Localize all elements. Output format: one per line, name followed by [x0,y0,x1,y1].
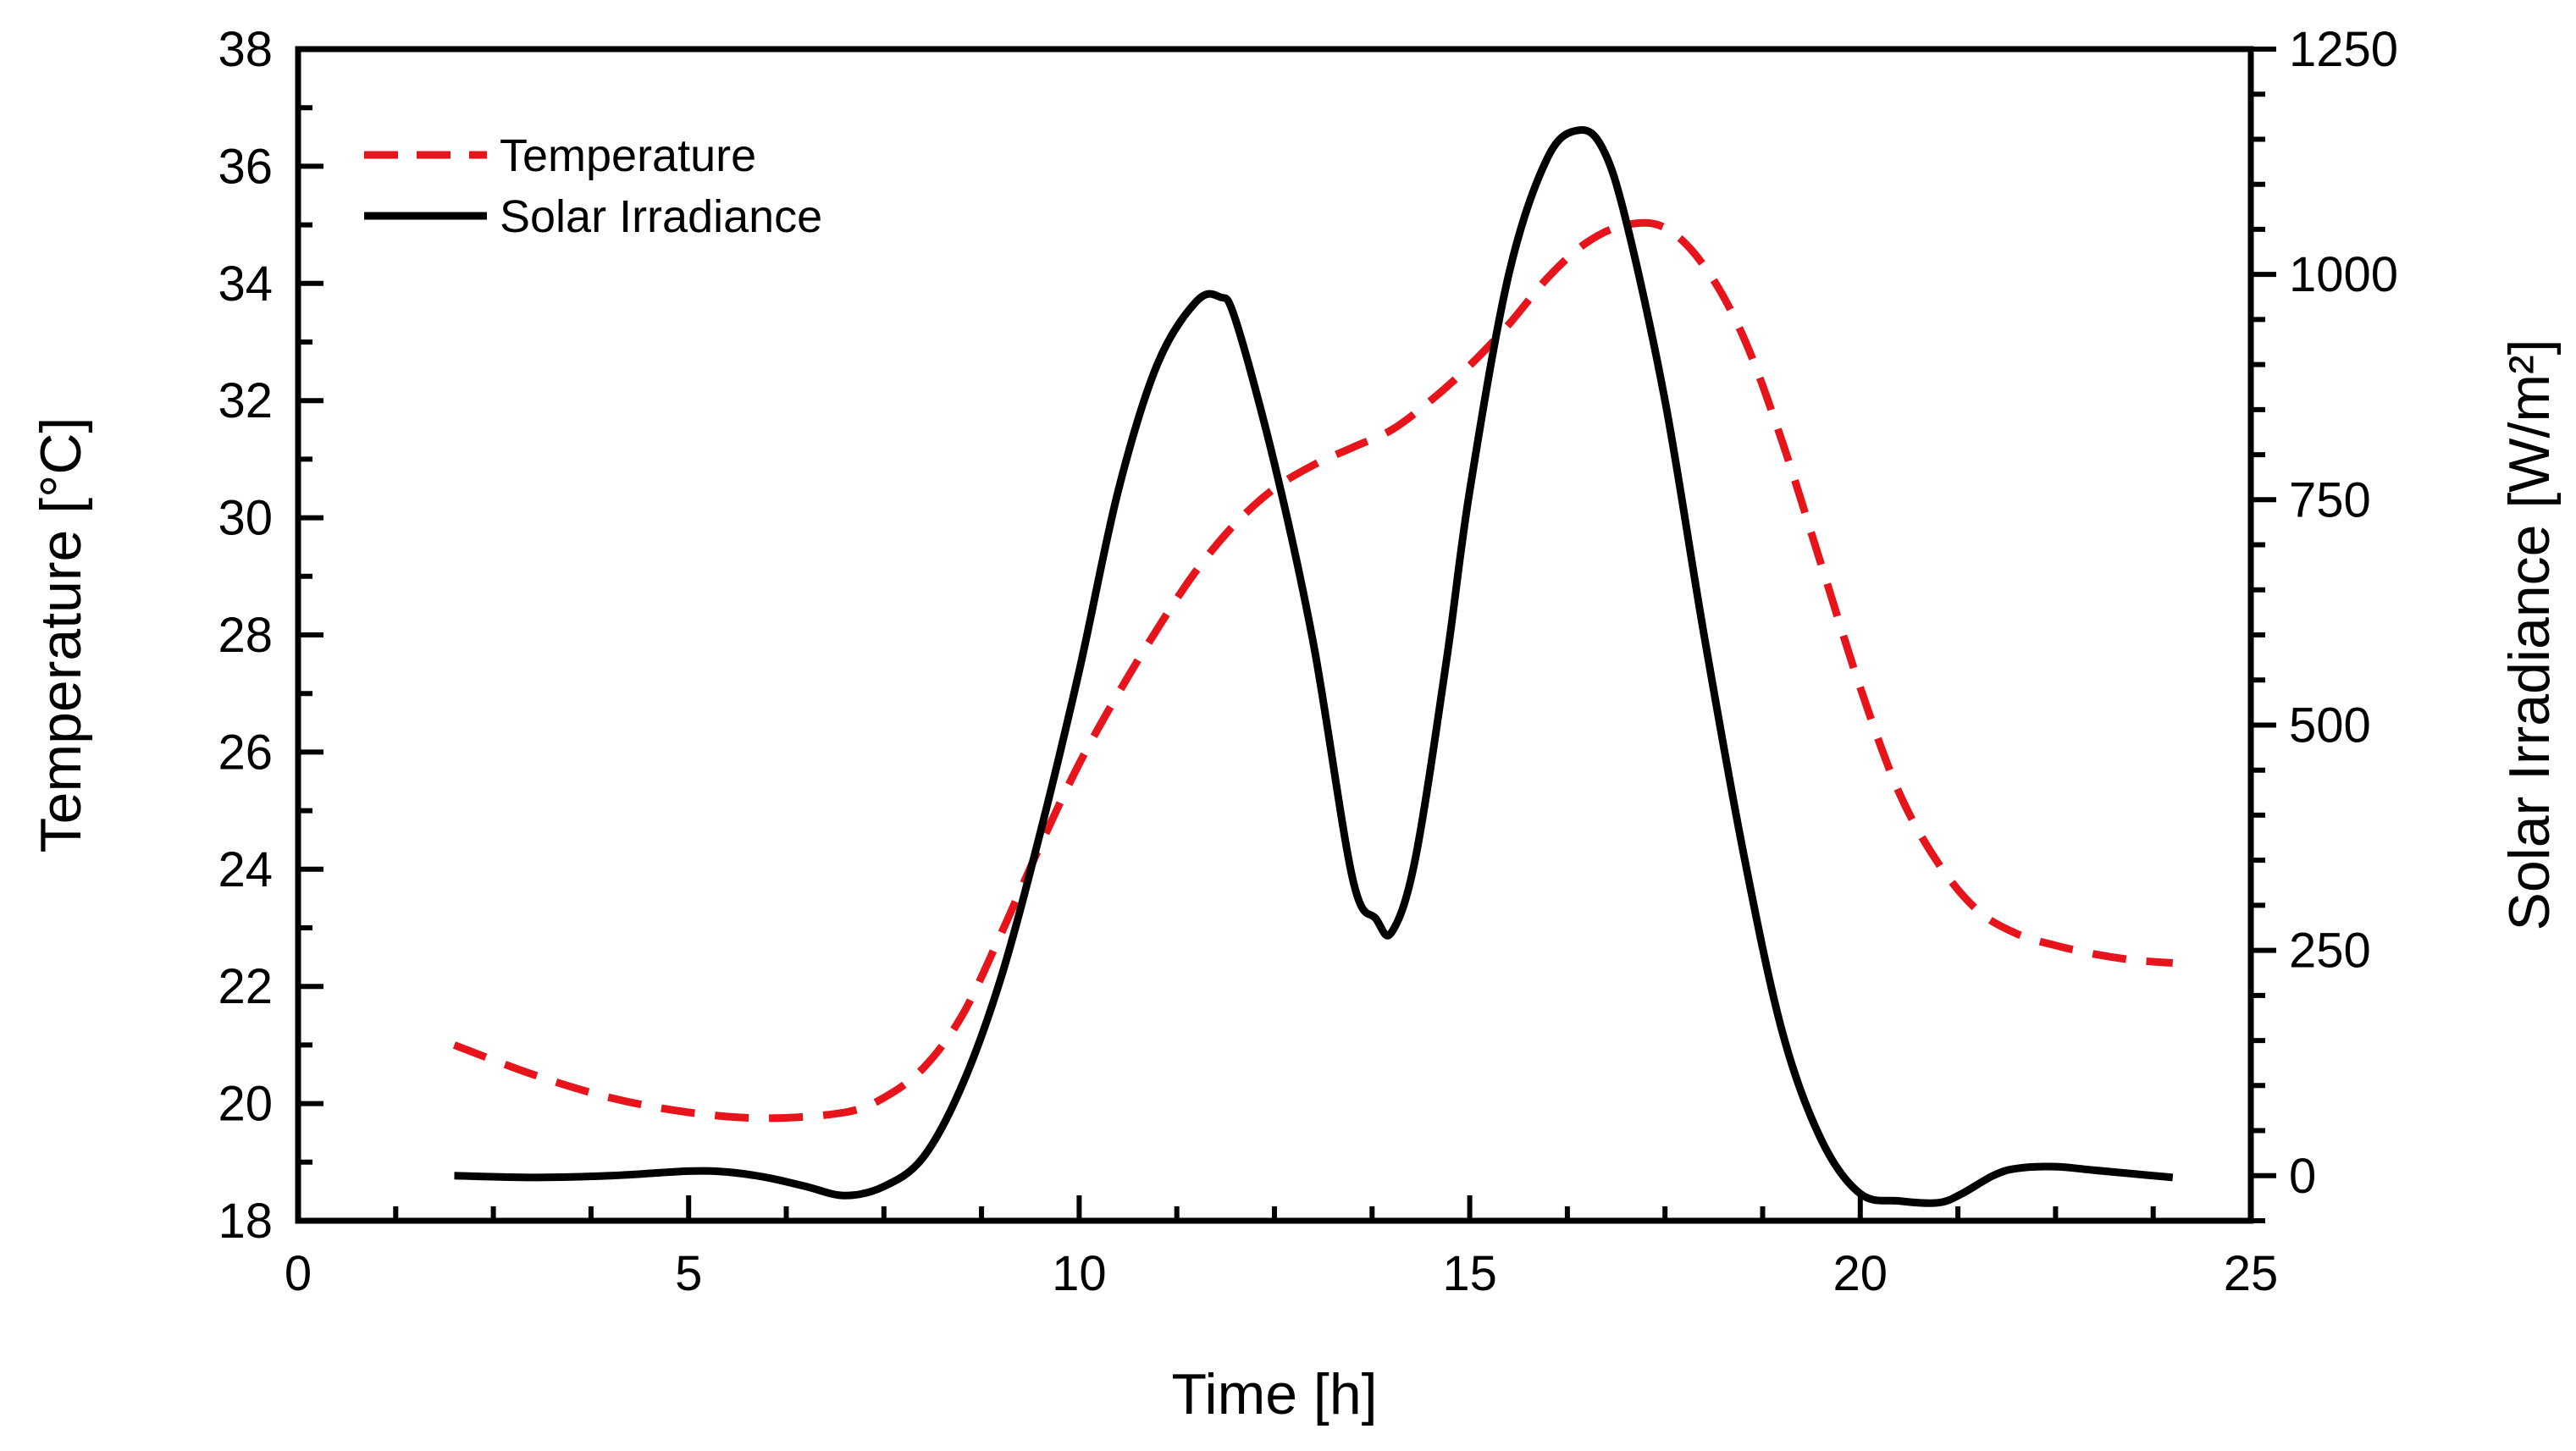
y-left-tick-label: 36 [218,139,273,194]
y-left-tick-label: 28 [218,608,273,663]
x-tick-label: 0 [285,1246,312,1301]
y-right-tick-label: 1000 [2289,247,2398,302]
x-tick-label: 15 [1442,1246,1497,1301]
legend-label-temperature: Temperature [500,130,756,181]
y-left-tick-label: 20 [218,1077,273,1132]
y-left-tick-label: 34 [218,257,273,312]
x-axis-title: Time [h] [1171,1362,1377,1426]
x-tick-label: 10 [1052,1246,1107,1301]
series-line-solar-irradiance [454,125,2174,1207]
y-right-tick-label: 750 [2289,472,2371,527]
y-right-tick-label: 1250 [2289,22,2398,77]
legend: Temperature Solar Irradiance [364,130,822,242]
y-right-tick-label: 0 [2289,1149,2316,1204]
y-left-tick-label: 24 [218,842,273,897]
series-layer [452,125,2174,1207]
x-tick-label: 25 [2224,1246,2279,1301]
y-left-tick-label: 30 [218,491,273,546]
x-tick-label: 5 [675,1246,702,1301]
x-tick-label: 20 [1833,1246,1888,1301]
y-axis-left-title: Temperature [°C] [29,417,93,853]
y-right-tick-label: 500 [2289,698,2371,753]
y-left-tick-label: 38 [218,22,273,77]
plot-frame [295,46,2254,1224]
y-left-tick-label: 22 [218,959,273,1014]
legend-label-solar-irradiance: Solar Irradiance [500,191,822,242]
series-line-temperature [452,218,2174,1123]
tick-labels: 0 5 10 15 20 25 18 20 22 24 26 28 30 32 34 36 38 0 250 500 7… [218,22,2398,1301]
y-left-tick-label: 32 [218,373,273,428]
y-left-tick-label: 26 [218,725,273,780]
y-right-tick-label: 250 [2289,924,2371,979]
y-left-tick-label: 18 [218,1194,273,1249]
y-axis-right-title: Solar Irradiance [W/m²] [2497,339,2562,930]
